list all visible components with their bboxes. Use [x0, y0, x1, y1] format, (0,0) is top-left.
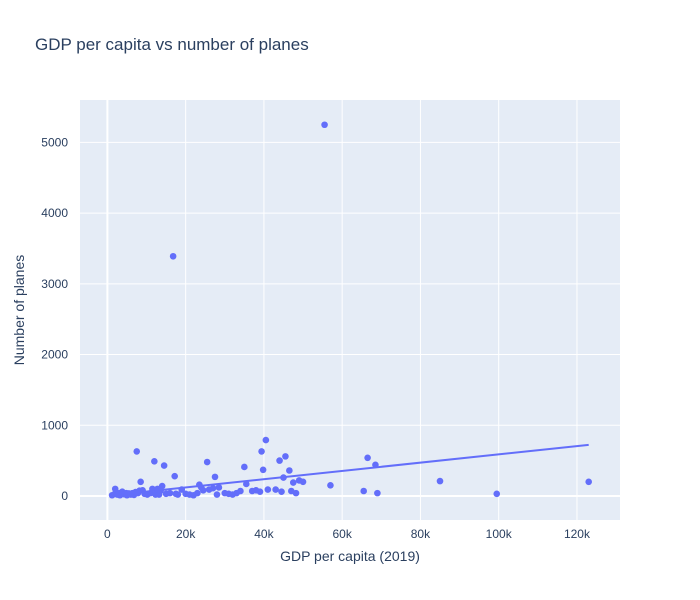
x-tick-label: 20k: [176, 527, 196, 541]
data-point: [171, 472, 178, 480]
data-point: [243, 480, 250, 488]
data-point: [276, 457, 283, 464]
data-point: [166, 489, 174, 497]
data-point: [178, 486, 186, 493]
data-point: [264, 486, 272, 493]
y-axis-title: Number of planes: [11, 255, 27, 366]
y-tick-label: 5000: [41, 135, 68, 149]
data-point: [194, 489, 201, 497]
data-point: [282, 453, 289, 460]
data-point: [299, 478, 307, 486]
y-axis-ticks: 0 1000 2000 3000 4000 5000: [41, 135, 68, 503]
data-point: [372, 461, 379, 469]
data-point: [289, 479, 297, 486]
data-point: [174, 491, 182, 498]
data-point: [203, 458, 211, 466]
data-point: [137, 478, 144, 486]
data-point: [327, 482, 334, 489]
y-tick-label: 0: [61, 489, 68, 503]
data-point: [262, 436, 270, 444]
trendline-layer: [111, 443, 589, 497]
x-tick-label: 40k: [254, 527, 274, 541]
y-tick-label: 4000: [41, 206, 68, 220]
data-point: [259, 466, 267, 474]
data-point: [241, 463, 248, 471]
x-tick-label: 60k: [332, 527, 352, 541]
chart-title: GDP per capita vs number of planes: [35, 35, 309, 54]
data-point: [199, 487, 207, 494]
data-point: [215, 484, 223, 491]
trendline: [111, 443, 589, 497]
data-point: [149, 485, 156, 493]
data-point: [213, 491, 221, 498]
data-point: [436, 477, 444, 485]
x-tick-label: 120k: [564, 527, 591, 541]
data-point: [258, 448, 265, 455]
data-point: [211, 473, 219, 481]
data-points: [108, 121, 592, 499]
data-point: [111, 485, 119, 493]
data-point: [158, 482, 166, 490]
data-point: [321, 121, 328, 129]
x-tick-label: 80k: [411, 527, 431, 541]
data-point: [278, 488, 285, 496]
x-tick-label: 0: [104, 527, 111, 541]
x-tick-label: 100k: [486, 527, 513, 541]
data-point: [160, 462, 168, 469]
data-point: [360, 487, 367, 495]
data-point: [280, 474, 287, 481]
x-axis-title: GDP per capita (2019): [280, 548, 420, 564]
y-tick-label: 2000: [41, 348, 68, 362]
data-point: [364, 454, 371, 462]
data-point: [292, 489, 300, 497]
plot-area: [80, 100, 620, 520]
y-tick-label: 3000: [41, 277, 68, 291]
data-point: [151, 458, 158, 465]
data-point: [256, 488, 264, 496]
data-point: [272, 486, 279, 493]
data-point: [585, 478, 592, 486]
x-axis-ticks: 0 20k 40k 60k 80k 100k 120k: [104, 527, 591, 541]
data-point: [493, 490, 501, 498]
data-point: [133, 448, 141, 455]
data-point: [374, 489, 381, 497]
data-point: [237, 487, 244, 495]
y-tick-label: 1000: [41, 418, 68, 432]
data-point: [169, 252, 177, 260]
data-point: [209, 484, 217, 492]
data-point: [286, 467, 293, 474]
